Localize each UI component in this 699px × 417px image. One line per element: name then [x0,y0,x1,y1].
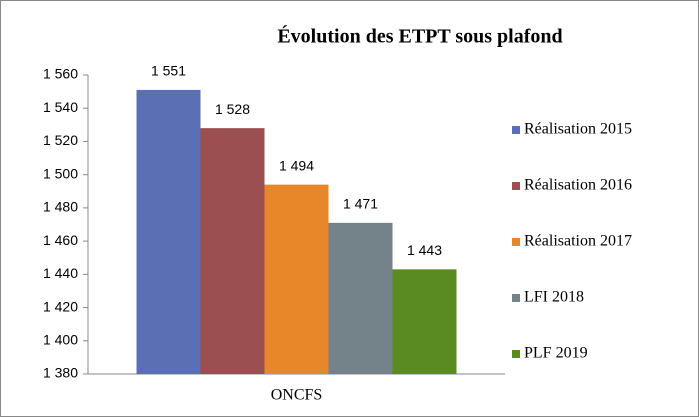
legend-label: Réalisation 2016 [524,177,632,194]
y-tick-label: 1 380 [43,365,78,381]
x-tick-label: ONCFS [271,387,323,404]
bar [200,128,265,374]
legend-swatch [512,294,520,302]
legend-label: PLF 2019 [524,345,588,362]
bar [264,184,329,374]
bar [392,269,457,374]
data-label: 1 494 [279,157,314,173]
data-label: 1 443 [407,242,442,258]
y-tick-label: 1 420 [43,298,78,314]
y-tick-label: 1 540 [43,99,78,115]
y-tick-label: 1 520 [43,132,78,148]
legend-swatch [512,238,520,246]
legend-swatch [512,350,520,358]
legend-label: Réalisation 2017 [524,233,632,250]
data-label: 1 528 [215,101,250,117]
bar [328,222,393,374]
y-tick-label: 1 460 [43,232,78,248]
y-tick-label: 1 400 [43,331,78,347]
y-tick-label: 1 480 [43,199,78,215]
chart-title: Évolution des ETPT sous plafond [277,25,562,48]
y-tick-label: 1 440 [43,265,78,281]
legend-label: Réalisation 2015 [524,121,632,138]
y-tick-label: 1 500 [43,165,78,181]
legend-label: LFI 2018 [524,289,584,306]
legend-swatch [512,126,520,134]
legend-swatch [512,182,520,190]
y-tick-label: 1 560 [43,66,78,82]
data-label: 1 471 [343,196,378,212]
bar [136,89,201,374]
data-label: 1 551 [151,63,186,79]
